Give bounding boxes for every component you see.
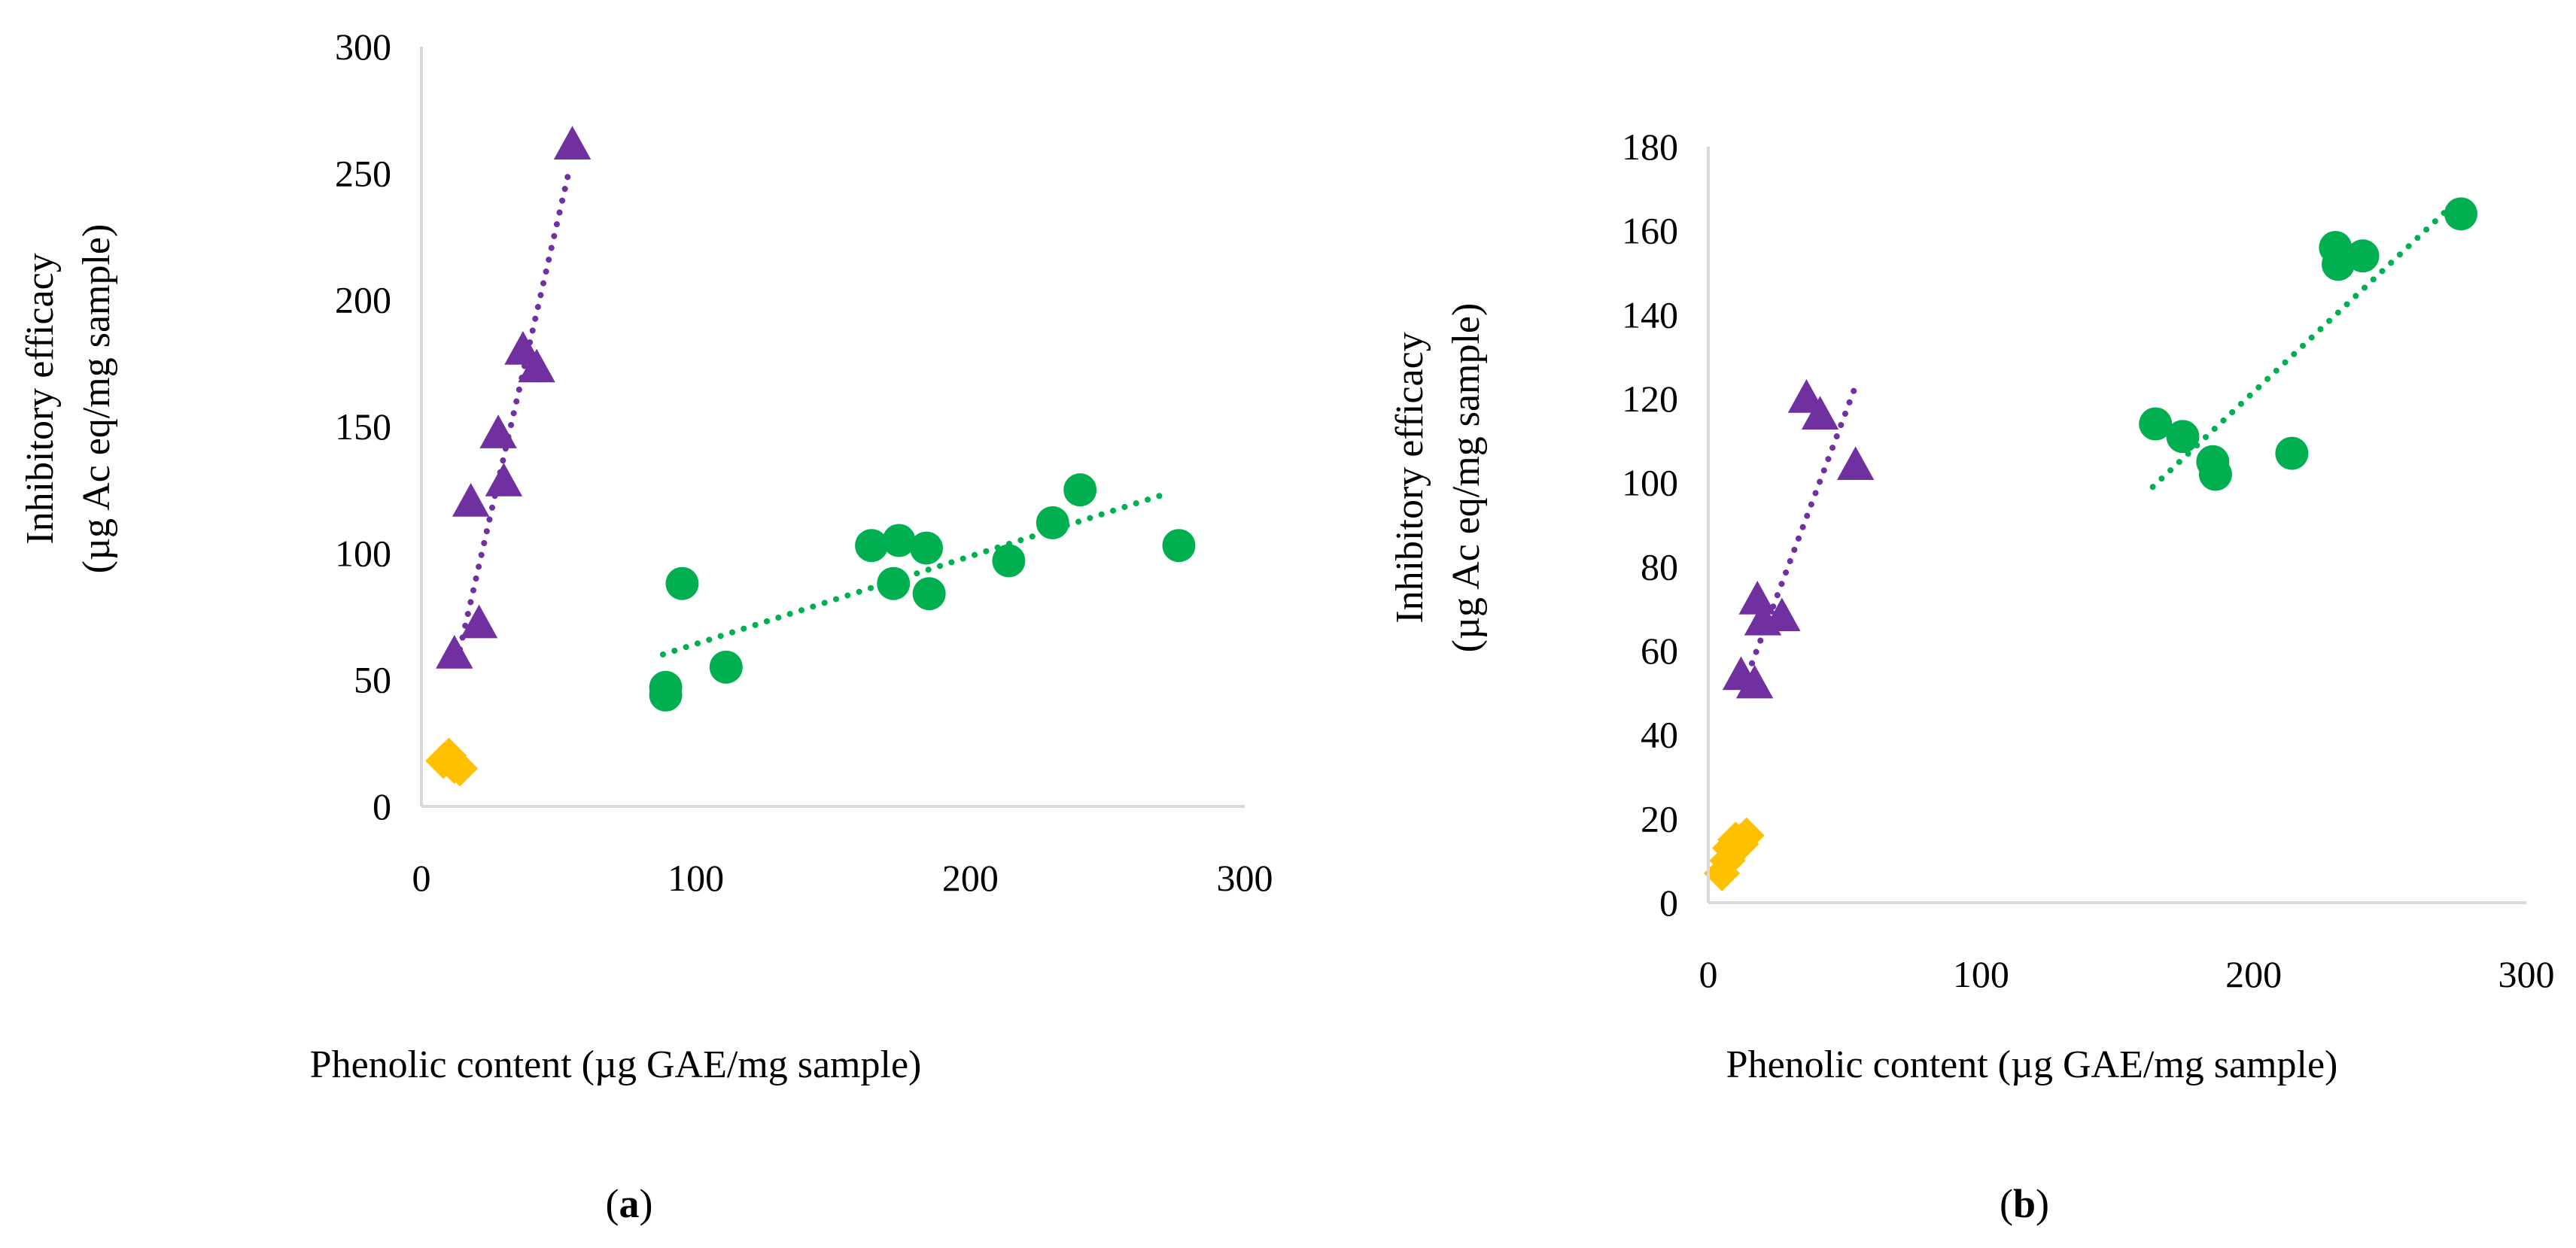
chart-a-y-tick-label: 250	[335, 152, 391, 194]
chart-a-x-tick-label: 200	[942, 857, 999, 899]
chart-a-green-circles-point	[665, 567, 698, 600]
chart-b-green-circles-point	[2346, 239, 2380, 272]
chart-a-green-circles-point	[992, 544, 1025, 577]
chart-b-green-circles-point	[2444, 197, 2477, 230]
chart-a-y-tick-label: 50	[354, 659, 391, 701]
chart-a-purple-triangles-point	[485, 463, 522, 496]
chart-a-panel-letter: a	[619, 1181, 640, 1226]
chart-a-green-circles-point	[649, 679, 683, 712]
figure-canvas: 0501001502002503000 100 200 300 Inhibitory …	[0, 0, 2576, 1248]
chart-a-y-tick-label: 150	[335, 405, 391, 448]
chart-b-x-tick-label: 300	[2498, 953, 2555, 995]
chart-a-y-tick-label: 100	[335, 532, 391, 574]
chart-b-x-tick-label: 100	[1953, 953, 2009, 995]
chart-b-y-title-line1: Inhibitory efficacy	[1388, 332, 1431, 623]
chart-a-y-title-line1: Inhibitory efficacy	[19, 253, 62, 544]
chart-a-y-tick-label: 0	[373, 785, 391, 827]
chart-b-y-tick-label: 40	[1641, 714, 1678, 756]
chart-b-y-tick-label: 100	[1622, 462, 1678, 504]
chart-a: 0 50 100 150 200 250 300 0 100 200 300 Inhibitory …	[19, 26, 1273, 1226]
chart-a-purple-triangles-trendline	[460, 169, 570, 650]
chart-a-green-circles-point	[913, 577, 946, 610]
chart-a-purple-triangles-point	[479, 414, 516, 448]
chart-b-plot	[1704, 197, 2477, 891]
chart-b-y-tick-label: 120	[1622, 378, 1678, 420]
chart-b-axes: 0 20 40 60 80 100 120 140 160 180 0 100 200 300	[1622, 126, 2555, 995]
chart-b-x-tick-label: 0	[1699, 953, 1718, 995]
chart-a-green-circles-point	[877, 567, 910, 600]
chart-b-x-tick-label: 200	[2225, 953, 2282, 995]
chart-b-purple-triangles-point	[1739, 581, 1776, 615]
chart-b-y-tick-label: 80	[1641, 545, 1678, 588]
chart-a-green-circles-point	[1162, 529, 1195, 562]
chart-b-green-circles-point	[2275, 437, 2308, 470]
chart-a-panel-open: (	[606, 1181, 619, 1226]
chart-a-purple-triangles-point	[436, 635, 473, 669]
chart-b-y-title-line2: (µg Ac eq/mg sample)	[1445, 303, 1488, 653]
chart-b-purple-triangles-point	[1837, 446, 1874, 480]
chart-a-green-circles-point	[1036, 506, 1069, 539]
chart-b-green-circles-point	[2199, 458, 2232, 491]
chart-a-y-tick-label: 200	[335, 279, 391, 321]
chart-b-y-tick-label: 180	[1622, 126, 1678, 168]
chart-a-green-circles-trendline	[663, 495, 1163, 654]
chart-a-panel-label: (a)	[606, 1181, 653, 1226]
chart-a-x-tick-label: 100	[668, 857, 724, 899]
chart-b-green-circles-trendline	[2153, 197, 2461, 487]
chart-a-green-circles-point	[855, 529, 888, 562]
chart-b-panel-letter: b	[2013, 1181, 2036, 1226]
chart-b: 0 20 40 60 80 100 120 140 160 180 0 100 200 300 Inhib…	[1388, 126, 2555, 1226]
chart-a-green-circles-point	[1063, 473, 1096, 506]
chart-a-green-circles-point	[910, 532, 943, 565]
chart-a-y-title-line2: (µg Ac eq/mg sample)	[75, 224, 118, 574]
chart-a-green-circles-point	[710, 651, 743, 684]
chart-a-x-tick-label: 300	[1217, 857, 1273, 899]
chart-a-purple-triangles-point	[554, 126, 591, 159]
chart-a-y-tick-label: 300	[335, 26, 391, 68]
chart-b-y-tick-label: 140	[1622, 293, 1678, 336]
chart-b-panel-close: )	[2036, 1181, 2049, 1226]
chart-b-y-tick-label: 0	[1659, 882, 1678, 924]
chart-a-x-title: Phenolic content (µg GAE/mg sample)	[310, 1043, 922, 1086]
chart-b-panel-open: (	[2000, 1181, 2013, 1226]
chart-a-panel-close: )	[640, 1181, 653, 1226]
chart-b-panel-label: (b)	[2000, 1181, 2049, 1226]
chart-b-y-tick-label: 60	[1641, 630, 1678, 672]
chart-a-purple-triangles-point	[461, 605, 497, 639]
chart-a-plot	[425, 126, 1195, 786]
chart-b-y-tick-label: 20	[1641, 797, 1678, 840]
chart-b-x-title: Phenolic content (µg GAE/mg sample)	[1726, 1043, 2338, 1086]
chart-b-y-tick-label: 160	[1622, 210, 1678, 252]
chart-b-green-circles-point	[2166, 420, 2199, 453]
chart-a-purple-triangles-point	[452, 483, 489, 517]
chart-a-x-tick-label: 0	[412, 857, 431, 899]
